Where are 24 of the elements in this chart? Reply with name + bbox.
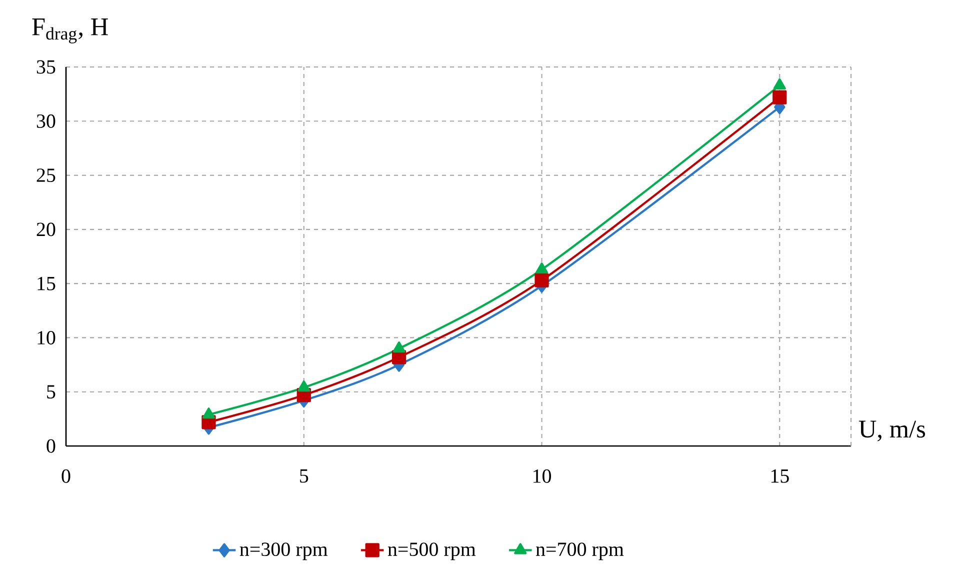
y-tick-label: 25: [36, 168, 56, 182]
point: [202, 408, 215, 419]
y-tick-label: 0: [46, 439, 56, 453]
point: [773, 78, 786, 90]
y-tick-label: 20: [36, 222, 56, 236]
x-tick-label: 5: [300, 469, 308, 483]
legend-label: n=300 rpm: [240, 542, 328, 560]
point: [772, 90, 787, 104]
legend-label: n=500 rpm: [388, 542, 476, 560]
y-axis-title: F$_{drag}$, H: [32, 18, 108, 44]
x-tick-label: 0: [62, 469, 70, 483]
point: [534, 273, 549, 288]
x-tick-label: 15: [771, 469, 789, 483]
x-axis-title: U, m/s: [858, 420, 926, 442]
x-tick-label: 10: [534, 469, 552, 483]
y-tick-label: 10: [38, 330, 56, 344]
legend-label: n=700 rpm: [536, 542, 624, 560]
point: [535, 262, 548, 274]
y-tick-label: 5: [47, 385, 56, 398]
point: [392, 341, 406, 353]
y-tick-label: 15: [38, 276, 56, 290]
y-tick-label: 35: [36, 60, 56, 74]
y-tick-label: 30: [36, 114, 56, 128]
point: [298, 380, 310, 392]
